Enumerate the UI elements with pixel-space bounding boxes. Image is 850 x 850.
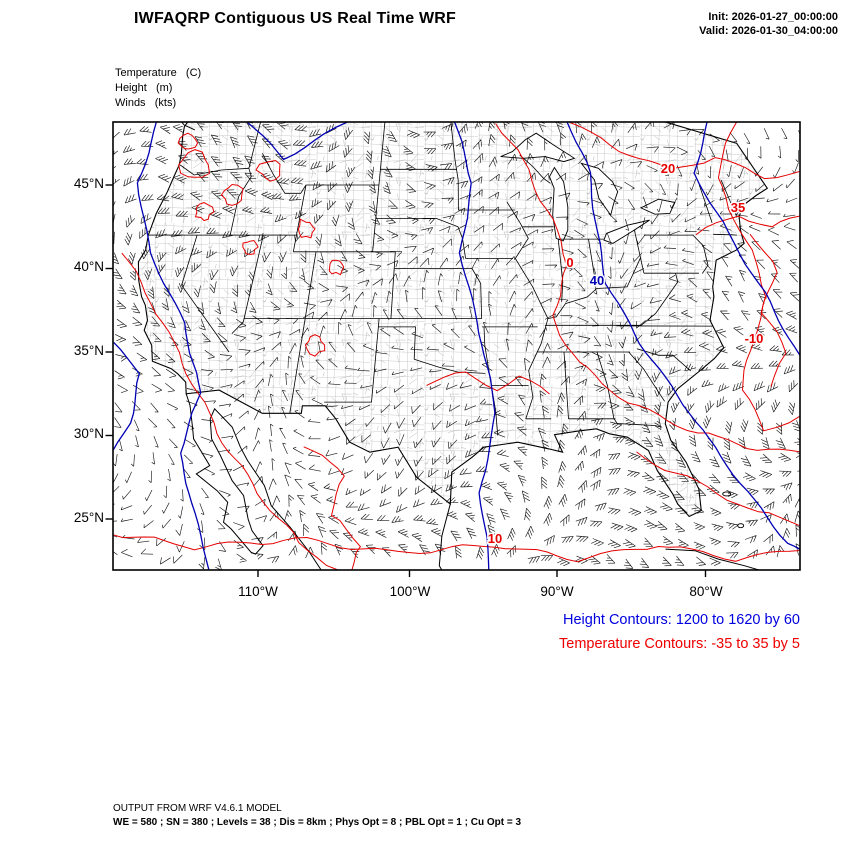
svg-text:20: 20 xyxy=(661,161,675,176)
valid-time: Valid: 2026-01-30_04:00:00 xyxy=(699,25,838,37)
temperature-contour-info: Temperature Contours: -35 to 35 by 5 xyxy=(559,636,800,652)
x-tick-80w: 80°W xyxy=(689,584,723,599)
y-tick-25n: 25°N xyxy=(73,510,104,525)
y-tick-35n: 35°N xyxy=(73,343,104,358)
field-legend: Temperature (C) Height (m) Winds (kts) xyxy=(115,66,201,111)
model-config-line: WE = 580 ; SN = 380 ; Levels = 38 ; Dis … xyxy=(113,817,522,828)
y-tick-45n: 45°N xyxy=(73,176,104,191)
legend-height: Height (m) xyxy=(115,82,173,94)
legend-temperature: Temperature (C) xyxy=(115,67,202,79)
page-title: IWFAQRP Contiguous US Real Time WRF xyxy=(134,10,456,27)
legend-winds: Winds (kts) xyxy=(115,97,177,109)
y-tick-30n: 30°N xyxy=(73,426,104,441)
x-tick-100w: 100°W xyxy=(389,584,431,599)
x-tick-110w: 110°W xyxy=(238,584,278,599)
y-tick-40n: 40°N xyxy=(73,259,104,274)
map-area: 20 35 0 -10 10 40 xyxy=(100,115,810,583)
wrf-map-canvas: 20 35 0 -10 10 40 xyxy=(105,121,801,577)
svg-text:35: 35 xyxy=(731,200,745,215)
run-times: Init: 2026-01-27_00:00:00 Valid: 2026-01… xyxy=(699,10,838,38)
model-output-line: OUTPUT FROM WRF V4.6.1 MODEL xyxy=(113,803,282,814)
x-tick-90w: 90°W xyxy=(540,584,574,599)
svg-text:40: 40 xyxy=(590,273,604,288)
svg-text:10: 10 xyxy=(488,531,502,546)
svg-text:-10: -10 xyxy=(745,331,764,346)
height-contour-info: Height Contours: 1200 to 1620 by 60 xyxy=(563,612,800,628)
init-time: Init: 2026-01-27_00:00:00 xyxy=(708,11,838,23)
svg-text:0: 0 xyxy=(566,255,573,270)
